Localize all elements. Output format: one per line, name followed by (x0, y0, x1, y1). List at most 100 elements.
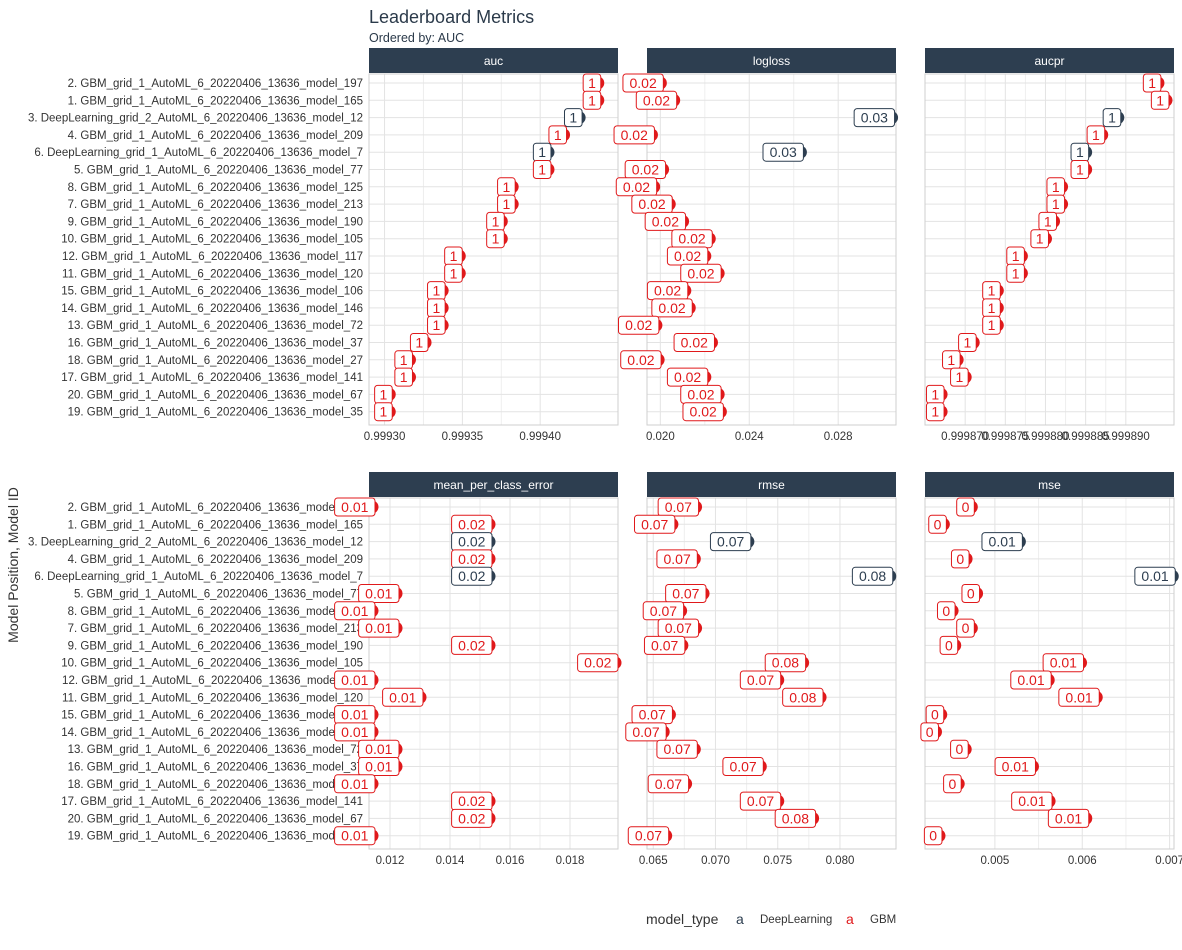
y-tick-label: 7. GBM_grid_1_AutoML_6_20220406_13636_mo… (68, 623, 363, 635)
data-label-box (925, 402, 945, 422)
data-label: 1 (502, 196, 510, 212)
data-label-box (1006, 263, 1025, 283)
data-label: 0.02 (643, 92, 670, 108)
data-label: 1 (1044, 213, 1052, 229)
data-label: 1 (1012, 265, 1020, 281)
data-label-box (1030, 229, 1049, 249)
y-tick-label: 10. GBM_grid_1_AutoML_6_20220406_13636_m… (61, 658, 363, 670)
panel-frame (646, 73, 897, 426)
data-label-box (1134, 566, 1176, 586)
data-label: 0.02 (623, 179, 650, 195)
data-label: 0.01 (341, 499, 368, 515)
data-label-box (739, 791, 782, 811)
data-label: 0.02 (658, 300, 685, 316)
y-tick-label: 17. GBM_grid_1_AutoML_6_20220406_13636_m… (61, 796, 363, 808)
y-tick-label: 15. GBM_grid_1_AutoML_6_20220406_13636_m… (61, 286, 363, 298)
data-label: 0.07 (650, 603, 677, 619)
facet-strip-label: mean_per_class_error (433, 478, 553, 492)
data-label: 0.02 (458, 568, 485, 584)
y-tick-label: 12. GBM_grid_1_AutoML_6_20220406_13636_m… (62, 675, 363, 687)
data-label: 0.02 (638, 196, 665, 212)
data-label: 0.02 (625, 317, 652, 333)
data-label: 0.02 (687, 386, 714, 402)
data-label: 0.01 (341, 724, 368, 740)
data-label-box (958, 333, 977, 352)
data-label-box (620, 350, 662, 370)
data-label-box (1047, 808, 1090, 828)
data-label-box (656, 739, 698, 759)
data-label: 0.01 (1050, 655, 1077, 671)
data-label-box (950, 739, 969, 759)
y-tick-label: 3. DeepLearning_grid_2_AutoML_6_20220406… (28, 537, 363, 549)
data-label-box (451, 635, 493, 655)
data-label-box (334, 601, 376, 621)
facet-strip (925, 472, 1174, 497)
panel-aucpr: aucpr 0.9998700.9998750.9998800.9998850.9… (924, 48, 1175, 443)
data-label: 0.01 (1002, 759, 1029, 775)
y-tick-label: 20. GBM_grid_1_AutoML_6_20220406_13636_m… (68, 389, 363, 401)
data-label: 0.01 (341, 828, 368, 844)
data-label: 0.02 (584, 655, 611, 671)
data-label: 0.02 (458, 551, 485, 567)
x-tick-label: 0.024 (735, 431, 764, 443)
data-label: 0.01 (365, 586, 392, 602)
data-label-box (739, 670, 782, 690)
data-label: 1 (1076, 162, 1084, 178)
facet-strip-label: auc (484, 54, 503, 68)
data-label-box (956, 497, 975, 517)
data-label: 0.02 (621, 127, 648, 143)
legend-title: model_type (646, 911, 719, 927)
data-label-box (1058, 687, 1100, 707)
data-label: 1 (1108, 110, 1116, 126)
x-tick-label: 0.012 (376, 855, 405, 867)
data-label: 1 (1148, 75, 1156, 91)
data-label-box (577, 653, 619, 673)
y-tick-label: 4. GBM_grid_1_AutoML_6_20220406_13636_mo… (68, 130, 363, 142)
data-label: 0.02 (458, 516, 485, 532)
data-label: 1 (1052, 179, 1060, 195)
data-label-box (709, 532, 752, 552)
y-tick-label: 6. DeepLearning_grid_1_AutoML_6_20220406… (34, 571, 363, 583)
data-label: 0.01 (341, 776, 368, 792)
y-tick-label: 14. GBM_grid_1_AutoML_6_20220406_13636_m… (61, 303, 363, 315)
data-label-box (939, 635, 959, 655)
data-label-box (656, 549, 698, 569)
data-label: 1 (380, 404, 388, 420)
data-label: 0.02 (652, 213, 679, 229)
data-label-box (613, 125, 655, 145)
data-label: 1 (931, 386, 939, 402)
data-label-box (1086, 125, 1106, 145)
data-label: 0 (934, 516, 942, 532)
x-tick-label: 0.99935 (442, 431, 484, 443)
data-label-box (722, 757, 764, 776)
data-label: 0 (962, 620, 970, 636)
data-label-box (936, 601, 956, 621)
data-label-box (657, 497, 700, 517)
x-tick-label: 0.999875 (981, 431, 1029, 443)
data-label-box (374, 402, 393, 422)
data-label: 1 (1092, 127, 1100, 143)
panel-frame (368, 73, 619, 426)
facet-strip (925, 48, 1174, 73)
y-tick-label: 19. GBM_grid_1_AutoML_6_20220406_13636_m… (68, 407, 363, 419)
y-tick-label: 18. GBM_grid_1_AutoML_6_20220406_13636_m… (68, 355, 363, 367)
facet-strip (369, 48, 618, 73)
data-label-box (982, 315, 1001, 335)
data-label-box (981, 532, 1023, 552)
data-label: 0.02 (654, 283, 681, 299)
data-label-box (680, 263, 722, 283)
data-label-box (774, 808, 817, 828)
data-label-box (682, 402, 724, 422)
data-label: 0.01 (341, 707, 368, 723)
chart-subtitle: Ordered by: AUC (369, 31, 464, 45)
panel-frame (368, 497, 619, 850)
data-label: 0.07 (655, 776, 682, 792)
y-tick-label: 8. GBM_grid_1_AutoML_6_20220406_13636_mo… (68, 606, 363, 618)
data-label: 1 (400, 352, 408, 368)
data-label: 0.08 (859, 568, 886, 584)
data-label: 0.02 (630, 75, 657, 91)
data-label: 1 (538, 162, 546, 178)
data-label: 0.02 (681, 335, 708, 351)
y-tick-label: 10. GBM_grid_1_AutoML_6_20220406_13636_m… (61, 234, 363, 246)
